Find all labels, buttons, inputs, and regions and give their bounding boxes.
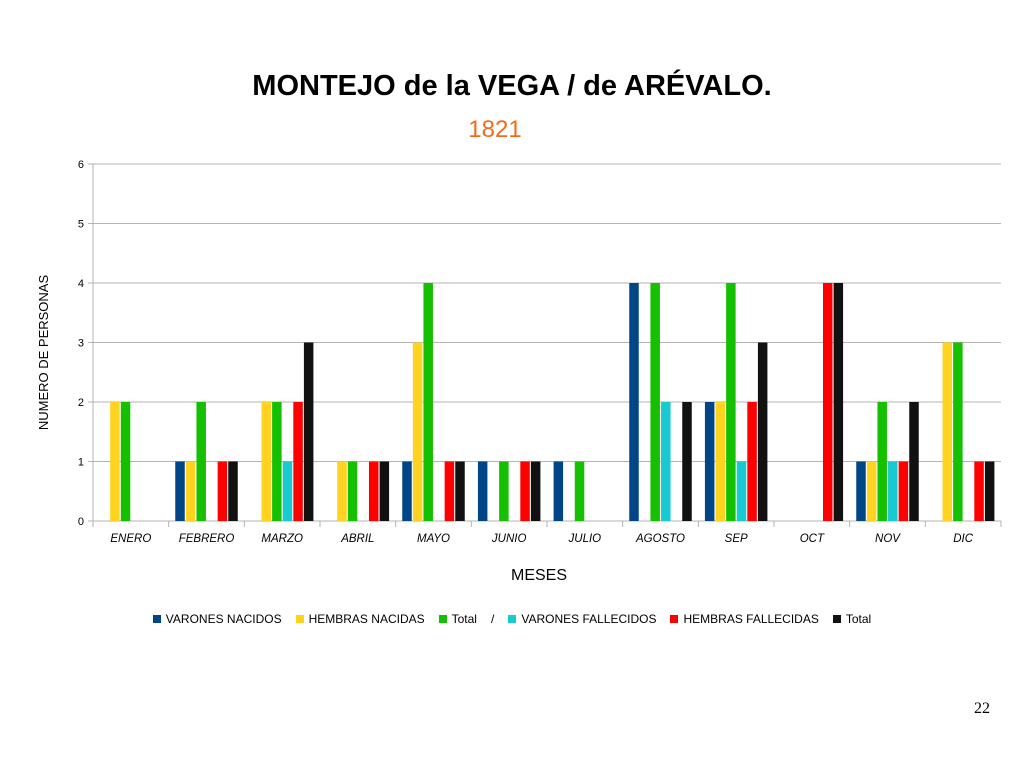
bar-abril-series-5	[379, 461, 390, 521]
legend-swatch	[670, 615, 679, 623]
bar-sep-series-5	[757, 342, 768, 521]
y-tick-label: 0	[78, 516, 84, 528]
bar-oct-series-5	[833, 283, 844, 521]
bar-dic-series-4	[974, 461, 984, 521]
bar-dic-series-1	[942, 342, 953, 521]
y-tick-label: 5	[78, 219, 84, 231]
bar-agosto-series-3	[661, 402, 671, 521]
legend-swatch	[152, 615, 161, 623]
axis-labels: 0 1 2 3 4 5 6 ENERO FEBRERO MARZO ABRIL MAYO JUNIO JU…	[36, 159, 974, 584]
gridlines	[93, 163, 1001, 462]
bar-febrero-series-5	[228, 461, 238, 521]
legend-swatch	[295, 615, 304, 623]
bar-enero-series-2	[120, 402, 131, 521]
bar-mayo-series-1	[412, 342, 423, 521]
legend-label: Total	[451, 612, 477, 626]
bar-nov-series-0	[856, 461, 866, 521]
x-tick-label: AGOSTO	[635, 533, 685, 545]
bar-junio-series-4	[520, 461, 530, 521]
bar-junio-series-0	[477, 461, 488, 521]
bar-sep-series-2	[726, 283, 736, 521]
x-tick-label: ABRIL	[340, 533, 374, 545]
legend: VARONES NACIDOS HEMBRAS NACIDAS Total / VARO…	[0, 612, 1024, 626]
bar-oct-series-4	[822, 283, 833, 521]
x-tick-label: SEP	[725, 533, 748, 545]
legend-label: HEMBRAS NACIDAS	[308, 612, 425, 626]
bar-julio-series-2	[574, 461, 585, 521]
bar-julio-series-0	[553, 461, 564, 521]
bar-nov-series-1	[866, 461, 877, 521]
bar-sep-series-0	[704, 402, 715, 521]
bar-agosto-series-5	[682, 402, 692, 521]
legend-label: HEMBRAS FALLECIDAS	[683, 612, 819, 626]
y-tick-label: 4	[78, 278, 84, 290]
bar-dic-series-5	[984, 461, 995, 521]
x-axis-title: MESES	[511, 567, 567, 584]
bar-nov-series-5	[909, 402, 919, 521]
x-tick-label: JUNIO	[491, 533, 527, 545]
y-axis-title: NUMERO DE PERSONAS	[36, 275, 51, 431]
chart-subtitle: 1821	[468, 116, 522, 143]
bar-sep-series-3	[736, 461, 747, 521]
bar-junio-series-5	[530, 461, 541, 521]
bar-febrero-series-4	[217, 461, 228, 521]
bar-mayo-series-4	[444, 461, 455, 521]
legend-label: VARONES NACIDOS	[165, 612, 282, 626]
y-tick-label: 1	[78, 457, 84, 469]
bar-sep-series-1	[715, 402, 726, 521]
bar-mayo-series-0	[402, 461, 412, 521]
bar-abril-series-2	[347, 461, 358, 521]
legend-item: Total	[438, 612, 477, 626]
bar-sep-series-4	[747, 402, 757, 521]
legend-swatch	[832, 615, 841, 623]
legend-item: VARONES FALLECIDOS	[508, 612, 656, 626]
bar-agosto-series-2	[650, 283, 660, 521]
legend-swatch	[438, 615, 447, 623]
bar-mayo-series-2	[423, 283, 433, 521]
x-tick-label: DIC	[953, 533, 974, 545]
y-tick-label: 6	[78, 159, 84, 171]
bar-marzo-series-5	[303, 342, 314, 521]
bar-marzo-series-3	[282, 461, 293, 521]
bar-nov-series-4	[898, 461, 909, 521]
bar-abril-series-1	[337, 461, 347, 521]
bar-febrero-series-2	[196, 402, 206, 521]
axes	[88, 163, 1002, 527]
page-number: 22	[974, 700, 990, 717]
x-tick-label: JULIO	[568, 533, 602, 545]
bar-agosto-series-0	[629, 283, 639, 521]
y-tick-label: 2	[78, 397, 84, 409]
bar-dic-series-2	[953, 342, 963, 521]
y-tick-label: 3	[78, 338, 84, 350]
x-tick-label: FEBRERO	[179, 533, 235, 545]
bar-marzo-series-1	[261, 402, 272, 521]
x-tick-label: MARZO	[261, 533, 303, 545]
bar-marzo-series-4	[293, 402, 303, 521]
legend-swatch	[508, 615, 517, 623]
bar-junio-series-2	[499, 461, 509, 521]
legend-item: HEMBRAS NACIDAS	[295, 612, 425, 626]
legend-item: VARONES NACIDOS	[152, 612, 282, 626]
bar-marzo-series-2	[272, 402, 282, 521]
legend-separator: /	[490, 612, 495, 626]
bar-febrero-series-0	[175, 461, 185, 521]
x-tick-label: ENERO	[110, 533, 151, 545]
bar-enero-series-1	[110, 402, 120, 521]
bar-nov-series-2	[877, 402, 887, 521]
chart-title: MONTEJO de la VEGA / de ARÉVALO.	[252, 70, 772, 102]
bar-febrero-series-1	[185, 461, 196, 521]
legend-label: VARONES FALLECIDOS	[521, 612, 657, 626]
x-tick-label: OCT	[800, 533, 825, 545]
bars	[110, 283, 995, 521]
bar-mayo-series-5	[455, 461, 465, 521]
legend-item: HEMBRAS FALLECIDAS	[670, 612, 819, 626]
bar-abril-series-4	[368, 461, 379, 521]
x-tick-label: MAYO	[417, 533, 450, 545]
x-tick-label: NOV	[875, 533, 901, 545]
legend-item: Total	[832, 612, 872, 626]
bar-nov-series-3	[888, 461, 898, 521]
legend-label: Total	[845, 612, 872, 626]
